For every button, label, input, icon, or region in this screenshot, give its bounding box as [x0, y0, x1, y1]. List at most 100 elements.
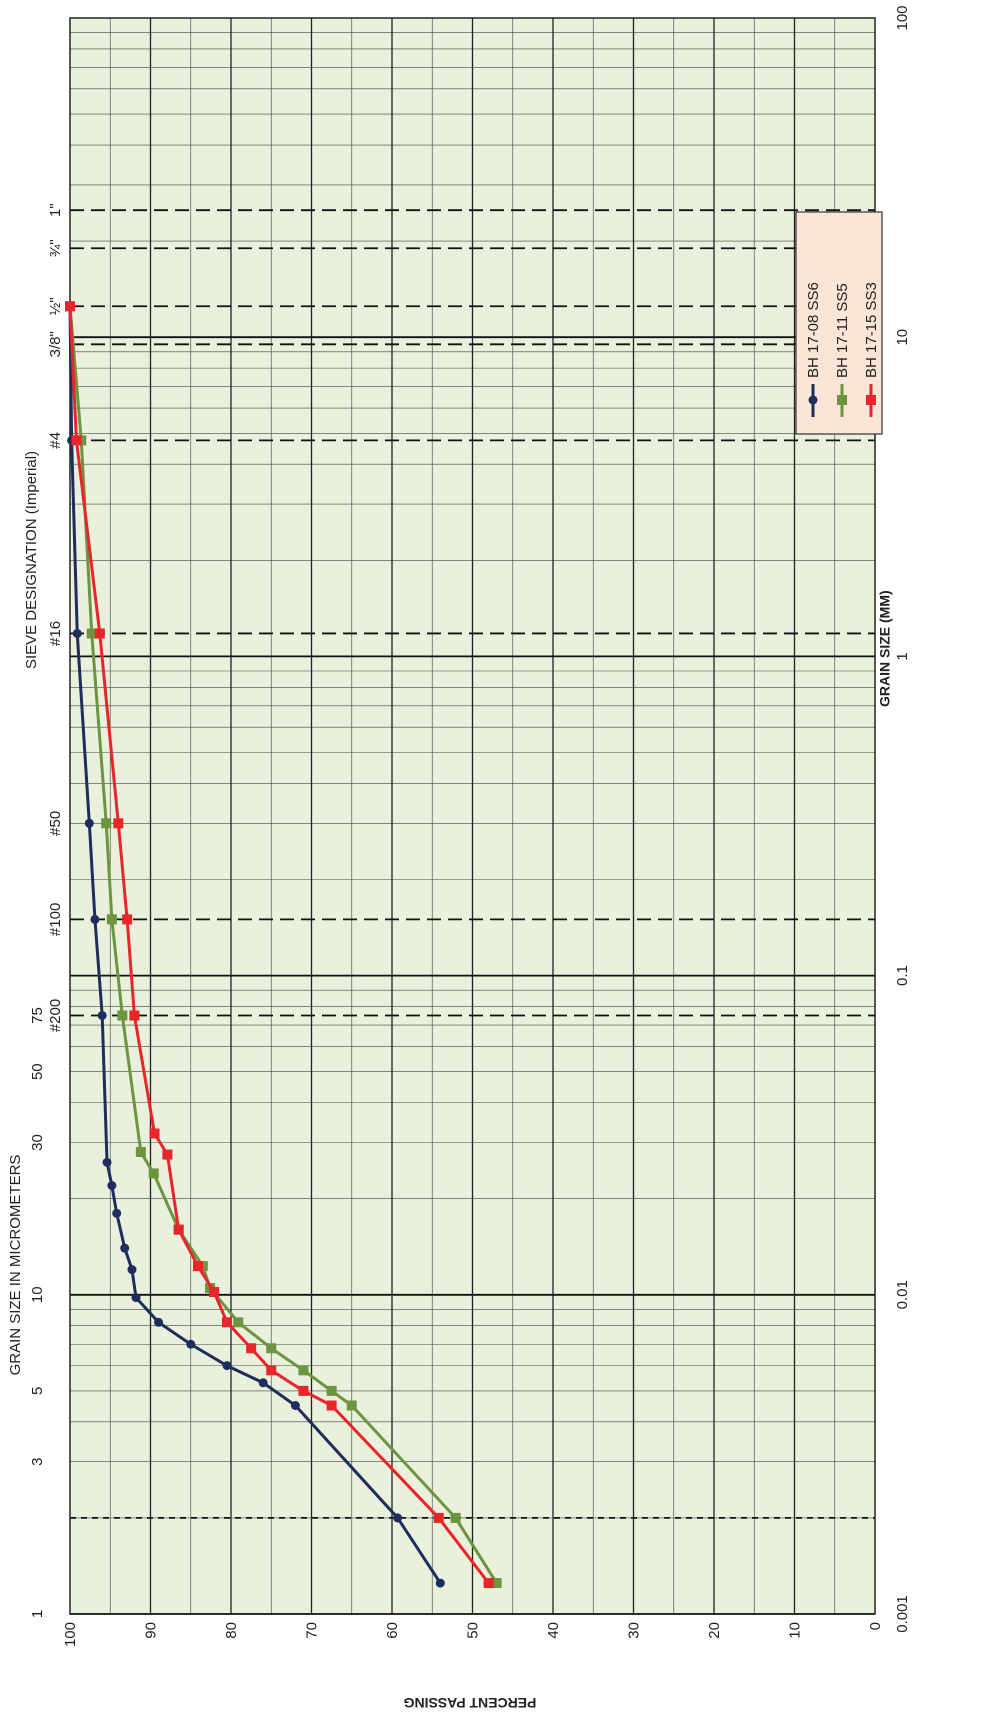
- sieve-label: 1": [47, 203, 64, 217]
- grain-size-tick-label: 100: [894, 5, 911, 30]
- percent-tick-label: 40: [545, 1622, 562, 1639]
- data-point: [117, 1010, 128, 1021]
- data-point: [94, 628, 105, 639]
- data-point: [266, 1343, 277, 1354]
- grain-size-tick-label: 1: [894, 652, 911, 660]
- data-point: [221, 1317, 232, 1328]
- x-axis-title: GRAIN SIZE (MM): [877, 590, 893, 707]
- data-point: [192, 1261, 203, 1272]
- data-point: [258, 1378, 268, 1388]
- data-point: [326, 1400, 337, 1411]
- tick-labels: 0 10 20 30 40 50 60 70 80 90 100 0.001 0.01 0.1 1 10 100: [62, 5, 911, 1647]
- sieve-label: #100: [47, 903, 64, 936]
- data-point: [102, 1157, 112, 1167]
- sieve-label: ¾": [47, 239, 64, 257]
- micrometer-tick-label: 75: [29, 1007, 46, 1024]
- data-point: [298, 1365, 309, 1376]
- micrometer-tick-label: 1: [29, 1610, 46, 1618]
- sieve-dashed-lines: [70, 209, 875, 1519]
- legend-marker: [808, 395, 818, 405]
- data-point: [246, 1343, 257, 1354]
- data-point: [127, 1265, 137, 1275]
- sieve-axis-title: SIEVE DESIGNATION (Imperial): [23, 451, 40, 669]
- data-point: [233, 1317, 244, 1328]
- major-gridlines: [70, 18, 875, 1615]
- sieve-label: 3/8": [47, 331, 64, 357]
- data-point: [491, 1578, 502, 1589]
- data-point: [86, 628, 97, 639]
- y-axis-title: PERCENT PASSING: [404, 1695, 537, 1711]
- top-axis-labels: 1 3 5 10 30 50 75 #200 #100 #50 #16 #4 3/8" ½" ¾" 1" GRA…: [7, 203, 64, 1618]
- grain-size-tick-label: 10: [894, 329, 911, 346]
- sieve-label: #16: [47, 621, 64, 646]
- grain-size-tick-label: 0.1: [894, 965, 911, 986]
- data-point: [450, 1512, 461, 1523]
- data-point: [72, 628, 82, 638]
- sieve-label: #50: [47, 811, 64, 836]
- micrometer-tick-label: 5: [29, 1387, 46, 1395]
- sieve-label: ½": [47, 297, 64, 315]
- sieve-label: #4: [47, 432, 64, 449]
- data-point: [346, 1400, 357, 1411]
- data-point: [298, 1385, 309, 1396]
- data-point: [106, 914, 117, 925]
- legend-label: BH 17-11 SS5: [834, 283, 851, 378]
- legend-marker: [866, 395, 876, 405]
- data-point: [90, 914, 100, 924]
- data-point: [149, 1128, 160, 1139]
- data-point: [97, 1010, 107, 1020]
- data-point: [186, 1339, 196, 1349]
- data-point: [209, 1287, 220, 1298]
- percent-tick-label: 90: [143, 1622, 160, 1639]
- data-point: [71, 435, 82, 446]
- data-point: [162, 1149, 173, 1160]
- percent-tick-label: 50: [465, 1622, 482, 1639]
- data-point: [65, 301, 75, 312]
- micrometer-axis-title: GRAIN SIZE IN MICROMETERS: [7, 1155, 24, 1376]
- data-point: [101, 818, 112, 829]
- legend-marker: [837, 395, 847, 405]
- data-point: [266, 1365, 277, 1376]
- plot-frame: [69, 17, 876, 1615]
- micrometer-tick-label: 30: [29, 1134, 46, 1151]
- data-point: [222, 1361, 232, 1371]
- data-point: [148, 1168, 159, 1179]
- data-point: [129, 1010, 140, 1021]
- data-point: [131, 1293, 141, 1303]
- percent-tick-label: 30: [626, 1622, 643, 1639]
- data-point: [154, 1317, 164, 1327]
- minor-gridlines: [70, 18, 875, 1614]
- data-point: [84, 818, 94, 828]
- data-point: [435, 1578, 445, 1588]
- data-point: [113, 818, 124, 829]
- percent-tick-label: 100: [62, 1622, 79, 1647]
- grain-size-tick-label: 0.001: [894, 1595, 911, 1633]
- micrometer-tick-label: 10: [29, 1286, 46, 1303]
- data-point: [173, 1224, 184, 1235]
- data-point: [290, 1400, 300, 1410]
- data-point: [112, 1208, 122, 1218]
- legend-label: BH 17-15 SS3: [863, 282, 880, 378]
- legend-label: BH 17-08 SS6: [805, 282, 822, 378]
- data-point: [135, 1147, 146, 1158]
- data-point: [122, 914, 133, 925]
- percent-tick-label: 80: [223, 1622, 240, 1639]
- data-point: [326, 1385, 337, 1396]
- percent-tick-label: 10: [787, 1622, 804, 1639]
- percent-tick-label: 60: [384, 1622, 401, 1639]
- legend: BH 17-08 SS6 BH 17-11 SS5 BH 17-15 SS3: [795, 211, 883, 435]
- data-series: [65, 301, 502, 1589]
- sieve-label: #200: [47, 999, 64, 1032]
- data-point: [120, 1243, 130, 1253]
- data-point: [483, 1578, 494, 1589]
- percent-tick-label: 20: [706, 1622, 723, 1639]
- grain-size-tick-label: 0.01: [894, 1280, 911, 1309]
- micrometer-tick-label: 50: [29, 1063, 46, 1080]
- percent-tick-label: 70: [304, 1622, 321, 1639]
- data-point: [107, 1180, 117, 1190]
- percent-tick-label: 0: [867, 1622, 884, 1630]
- micrometer-tick-label: 3: [29, 1458, 46, 1466]
- data-point: [433, 1512, 444, 1523]
- data-point: [393, 1513, 403, 1523]
